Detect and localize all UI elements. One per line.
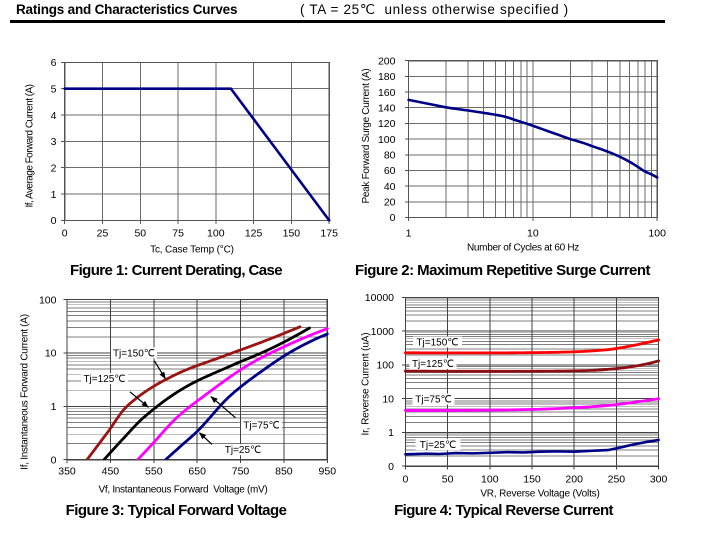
svg-text:125: 125 bbox=[245, 227, 263, 239]
svg-text:50: 50 bbox=[442, 473, 454, 485]
svg-text:4: 4 bbox=[51, 110, 57, 122]
svg-text:0: 0 bbox=[62, 227, 68, 239]
svg-text:Number of Cycles at 60 Hz: Number of Cycles at 60 Hz bbox=[467, 243, 579, 254]
svg-text:1: 1 bbox=[51, 401, 57, 413]
svg-text:If, Instantaneous Forward Cur: If, Instantaneous Forward Current (A) bbox=[20, 314, 31, 470]
svg-text:1000: 1000 bbox=[371, 326, 395, 338]
svg-text:100: 100 bbox=[207, 227, 225, 239]
svg-text:140: 140 bbox=[378, 102, 396, 114]
svg-text:If, Average Forward Current (A: If, Average Forward Current (A) bbox=[25, 84, 36, 207]
svg-text:180: 180 bbox=[378, 71, 396, 83]
svg-text:20: 20 bbox=[384, 197, 396, 209]
svg-text:Tj=125℃: Tj=125℃ bbox=[83, 374, 125, 385]
svg-text:60: 60 bbox=[384, 165, 396, 177]
svg-text:3: 3 bbox=[51, 136, 57, 148]
svg-text:0: 0 bbox=[388, 461, 394, 473]
svg-text:75: 75 bbox=[172, 227, 184, 239]
svg-text:1: 1 bbox=[406, 228, 412, 240]
svg-text:160: 160 bbox=[378, 87, 396, 99]
svg-text:Ir, Reverse Current (uA): Ir, Reverse Current (uA) bbox=[361, 332, 372, 435]
svg-text:10: 10 bbox=[45, 348, 57, 360]
svg-text:100: 100 bbox=[378, 134, 396, 146]
svg-text:350: 350 bbox=[58, 465, 76, 477]
svg-text:550: 550 bbox=[145, 465, 163, 477]
svg-text:Tj=75℃: Tj=75℃ bbox=[415, 395, 452, 406]
svg-text:120: 120 bbox=[378, 118, 396, 130]
svg-text:200: 200 bbox=[378, 55, 396, 67]
svg-text:850: 850 bbox=[275, 465, 293, 477]
svg-text:100: 100 bbox=[648, 228, 666, 240]
svg-text:1: 1 bbox=[388, 427, 394, 439]
svg-text:80: 80 bbox=[384, 150, 396, 162]
svg-text:50: 50 bbox=[134, 227, 146, 239]
svg-text:Peak Forward Surge Current (A): Peak Forward Surge Current (A) bbox=[361, 69, 372, 204]
svg-text:300: 300 bbox=[650, 473, 668, 485]
svg-text:Tj=25℃: Tj=25℃ bbox=[225, 445, 262, 456]
svg-text:VR, Reverse Voltage (Volts): VR, Reverse Voltage (Volts) bbox=[480, 489, 599, 500]
svg-text:Tj=125℃: Tj=125℃ bbox=[412, 359, 454, 370]
svg-text:Tj=150℃: Tj=150℃ bbox=[416, 338, 458, 349]
svg-text:25: 25 bbox=[97, 227, 109, 239]
svg-text:5: 5 bbox=[51, 83, 57, 95]
svg-text:100: 100 bbox=[376, 360, 394, 372]
svg-text:Tj=25℃: Tj=25℃ bbox=[420, 440, 457, 451]
svg-text:100: 100 bbox=[481, 473, 499, 485]
svg-text:Tc, Case Temp (°C): Tc, Case Temp (°C) bbox=[150, 245, 234, 256]
svg-text:450: 450 bbox=[102, 465, 120, 477]
svg-text:0: 0 bbox=[390, 212, 396, 224]
svg-text:100: 100 bbox=[39, 294, 57, 306]
svg-text:650: 650 bbox=[188, 465, 206, 477]
svg-text:175: 175 bbox=[320, 227, 338, 239]
svg-text:0: 0 bbox=[402, 473, 408, 485]
svg-text:Vf, Instantaneous Forward Vol: Vf, Instantaneous Forward Voltage (mV) bbox=[99, 485, 268, 496]
svg-text:40: 40 bbox=[384, 181, 396, 193]
svg-text:200: 200 bbox=[565, 473, 583, 485]
svg-text:Tj=150℃: Tj=150℃ bbox=[113, 348, 155, 359]
svg-text:0: 0 bbox=[51, 215, 57, 227]
svg-text:6: 6 bbox=[51, 57, 57, 69]
svg-text:10: 10 bbox=[382, 393, 394, 405]
svg-text:150: 150 bbox=[523, 473, 541, 485]
svg-text:950: 950 bbox=[319, 465, 337, 477]
svg-text:2: 2 bbox=[51, 162, 57, 174]
svg-text:Tj=75℃: Tj=75℃ bbox=[243, 421, 280, 432]
svg-text:10: 10 bbox=[527, 228, 539, 240]
svg-text:10000: 10000 bbox=[365, 292, 394, 304]
svg-text:250: 250 bbox=[608, 473, 626, 485]
svg-text:1: 1 bbox=[51, 189, 57, 201]
svg-text:150: 150 bbox=[283, 227, 301, 239]
svg-text:0: 0 bbox=[51, 454, 57, 466]
svg-text:750: 750 bbox=[232, 465, 250, 477]
